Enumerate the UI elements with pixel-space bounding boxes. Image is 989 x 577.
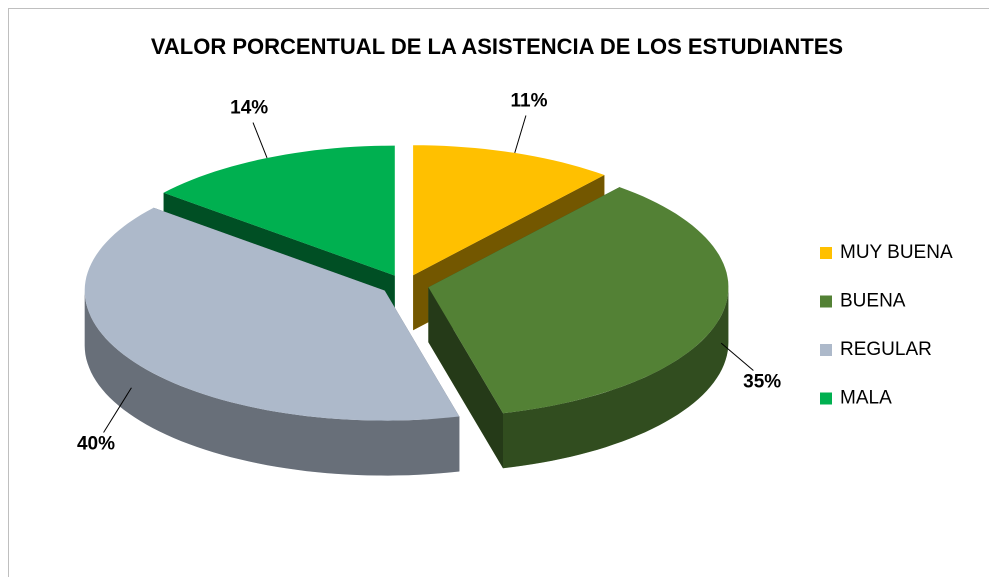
leader-line [103, 387, 132, 433]
legend-swatch [820, 392, 832, 405]
value-label: 40% [77, 434, 115, 455]
slice-side [503, 287, 729, 469]
slice [84, 207, 460, 476]
value-label: 35% [743, 372, 781, 393]
chart-title: VALOR PORCENTUAL DE LA ASISTENCIA DE LOS… [151, 34, 843, 59]
slice-top [413, 145, 605, 276]
value-label: 14% [230, 98, 268, 119]
slice-top [84, 207, 460, 421]
leader-line [252, 122, 268, 159]
slice-top [163, 145, 395, 276]
slice-side-shade [428, 287, 503, 469]
leader-line [514, 115, 527, 154]
slice-top [428, 187, 729, 414]
legend-swatch [820, 344, 832, 356]
slice-side-shade [84, 290, 460, 476]
legend-label: BUENA [840, 291, 906, 312]
slice-side-shade [503, 287, 729, 469]
legend-label: MUY BUENA [840, 242, 953, 263]
legend-swatch [820, 247, 832, 259]
slice-side [84, 290, 460, 476]
legend-swatch [820, 295, 832, 308]
leader-line [720, 342, 754, 371]
legend-label: REGULAR [840, 339, 932, 360]
slice [428, 187, 729, 469]
legend-label: MALA [840, 388, 892, 409]
value-label: 11% [510, 91, 547, 112]
